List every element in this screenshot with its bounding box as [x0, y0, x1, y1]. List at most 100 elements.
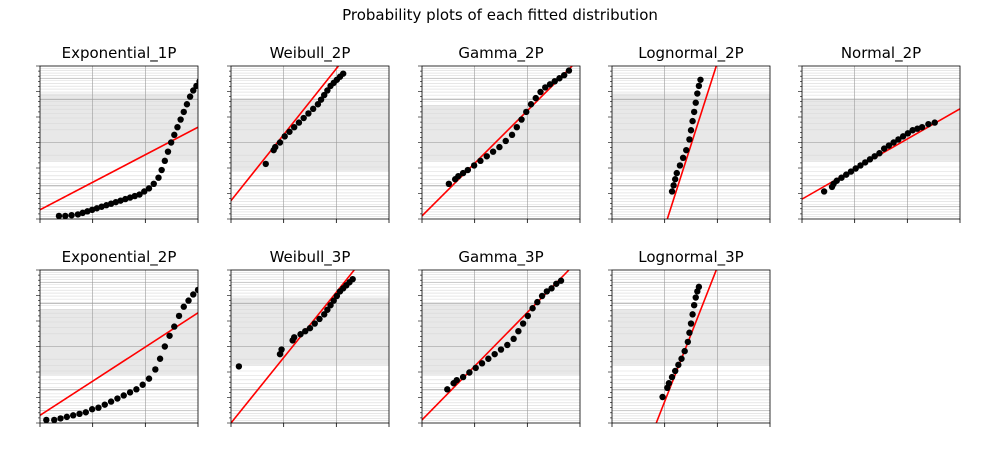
- data-point: [272, 143, 279, 151]
- data-point: [523, 108, 530, 116]
- data-point: [876, 150, 883, 157]
- major-gridlines: [40, 270, 198, 423]
- data-point: [659, 393, 666, 401]
- data-point: [133, 386, 140, 393]
- subplot-title: Gamma_3P: [458, 248, 543, 267]
- data-point: [489, 148, 497, 155]
- data-point: [880, 145, 888, 152]
- data-point: [871, 153, 878, 160]
- subplot-lognormal-3p: Lognormal_3P: [608, 248, 771, 427]
- data-point: [155, 174, 162, 181]
- data-point: [497, 346, 505, 353]
- data-point: [141, 188, 148, 195]
- data-point: [692, 294, 699, 301]
- data-point: [697, 76, 704, 83]
- data-point: [510, 335, 517, 343]
- data-point: [543, 288, 551, 295]
- data-point: [180, 108, 187, 116]
- axis-ticks: [608, 65, 771, 223]
- data-point: [324, 87, 331, 94]
- data-point: [548, 285, 555, 292]
- data-point: [485, 355, 492, 362]
- probability-paper-band: [231, 99, 389, 171]
- subplot-normal-2p: Normal_2P: [798, 44, 961, 223]
- subplot-title: Weibull_3P: [270, 248, 351, 267]
- data-point: [150, 180, 157, 188]
- data-point: [55, 212, 63, 219]
- data-point: [690, 108, 698, 116]
- data-point: [185, 297, 192, 304]
- data-point: [518, 116, 525, 123]
- fit-line: [231, 270, 355, 423]
- subplot-gamma-2p: Gamma_2P: [418, 44, 581, 223]
- data-point: [529, 305, 536, 312]
- data-point: [681, 347, 688, 355]
- axis-ticks: [418, 65, 581, 223]
- data-point: [349, 275, 356, 283]
- data-point: [445, 180, 453, 188]
- data-point: [161, 157, 169, 165]
- data-point: [183, 101, 191, 108]
- data-point: [321, 311, 328, 318]
- data-point: [684, 338, 692, 346]
- data-point: [161, 343, 169, 350]
- data-point: [324, 306, 331, 313]
- data-point: [686, 136, 693, 143]
- data-point: [167, 139, 175, 146]
- data-point: [69, 412, 77, 419]
- data-point: [931, 119, 938, 126]
- major-gridlines: [231, 270, 389, 423]
- data-point: [311, 320, 318, 327]
- data-point: [672, 176, 679, 183]
- axis-ticks: [798, 65, 961, 223]
- data-point: [551, 78, 558, 85]
- data-point: [678, 355, 685, 362]
- data-point: [193, 82, 198, 90]
- data-point: [557, 277, 565, 284]
- data-point: [670, 182, 677, 189]
- data-point: [478, 360, 486, 367]
- data-point: [502, 137, 509, 145]
- data-point: [281, 133, 288, 140]
- data-point: [833, 177, 840, 184]
- subplot-exponential-1p: Exponential_1P: [36, 44, 206, 223]
- data-point: [538, 292, 546, 300]
- data-point: [180, 303, 187, 310]
- data-point: [327, 301, 334, 309]
- data-point: [504, 341, 511, 349]
- data-point: [194, 286, 198, 294]
- data-point: [676, 162, 684, 169]
- data-point: [838, 174, 845, 181]
- data-point: [200, 281, 206, 287]
- data-point: [190, 291, 197, 298]
- data-point: [673, 169, 680, 177]
- data-point: [186, 93, 194, 100]
- fit-line: [422, 66, 573, 217]
- data-point: [477, 157, 484, 165]
- data-point: [166, 332, 173, 339]
- data-point: [455, 172, 462, 180]
- data-point: [687, 320, 695, 327]
- data-point: [101, 401, 108, 408]
- data-point: [513, 124, 520, 131]
- data-point: [306, 324, 314, 332]
- data-point: [537, 88, 544, 96]
- data-point: [534, 298, 541, 306]
- data-point: [203, 276, 209, 282]
- data-point: [145, 185, 153, 192]
- data-point: [890, 139, 897, 146]
- data-point: [88, 406, 96, 413]
- data-point: [472, 364, 479, 372]
- data-point: [309, 105, 317, 113]
- data-point: [295, 119, 303, 126]
- data-point: [200, 74, 206, 80]
- data-point: [139, 381, 146, 388]
- subplot-title: Exponential_2P: [62, 248, 177, 267]
- probability-paper-band: [422, 105, 580, 161]
- data-point: [291, 124, 298, 131]
- data-point: [51, 416, 58, 423]
- axis-ticks: [418, 269, 581, 427]
- data-point: [694, 90, 701, 97]
- data-point: [190, 87, 197, 94]
- data-point: [675, 361, 682, 369]
